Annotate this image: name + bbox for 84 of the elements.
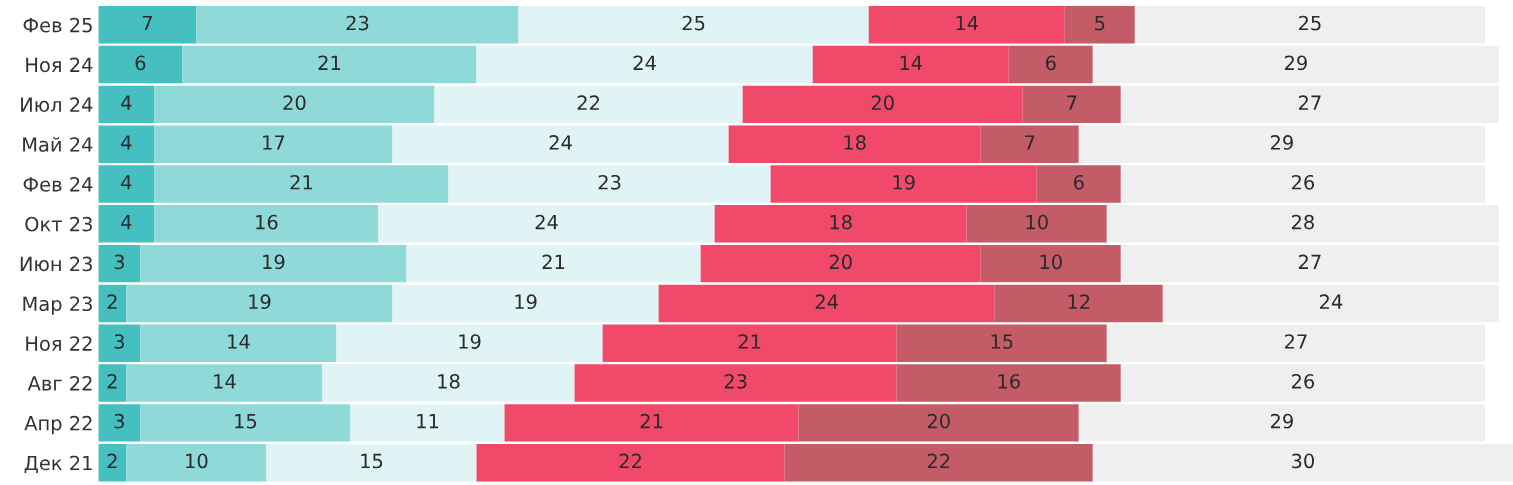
data-label: 23 — [598, 174, 621, 190]
data-label: 27 — [1298, 254, 1321, 269]
data-label: 23 — [346, 15, 369, 31]
y-tick-label: Июл 24 — [21, 97, 93, 113]
data-label: 14 — [214, 374, 236, 389]
data-label: 22 — [927, 453, 950, 469]
data-label: 16 — [998, 373, 1020, 389]
data-label: 21 — [290, 174, 313, 190]
data-label: 16 — [256, 214, 278, 230]
data-label: 27 — [1284, 334, 1307, 349]
y-tick-label: Мар 23 — [23, 296, 92, 315]
data-label: 24 — [815, 294, 838, 309]
y-tick-label: Фев 25 — [23, 17, 92, 33]
data-label: 24 — [535, 214, 558, 230]
data-label: 21 — [542, 254, 565, 269]
data-label: 7 — [1025, 135, 1035, 150]
y-tick-label: Авг 22 — [27, 376, 92, 391]
data-label: 6 — [1045, 55, 1056, 71]
data-label: 26 — [1291, 174, 1315, 190]
data-label: 25 — [682, 15, 705, 31]
data-label: 7 — [142, 15, 152, 31]
data-label: 24 — [633, 55, 656, 70]
data-label: 15 — [991, 334, 1013, 349]
y-tick-label: Окт 23 — [25, 216, 92, 232]
data-label: 14 — [900, 55, 922, 70]
data-label: 11 — [417, 414, 439, 429]
data-label: 26 — [1291, 373, 1315, 389]
data-label: 19 — [515, 294, 537, 310]
data-label: 30 — [1292, 453, 1314, 469]
y-tick-label: Фев 24 — [23, 176, 93, 192]
data-label: 23 — [724, 373, 747, 389]
data-label: 4 — [121, 215, 132, 230]
data-label: 24 — [1319, 294, 1343, 309]
data-label: 28 — [1291, 214, 1314, 230]
data-label: 29 — [1270, 413, 1293, 429]
data-label: 19 — [893, 174, 915, 190]
y-tick-label: Ноя 22 — [26, 336, 92, 351]
data-label: 29 — [1284, 55, 1307, 71]
data-label: 6 — [135, 55, 146, 71]
data-label: 15 — [235, 414, 257, 429]
data-label: 18 — [438, 373, 460, 389]
data-label: 25 — [1298, 15, 1321, 31]
data-label: 3 — [114, 334, 124, 349]
y-tick-label: Ноя 24 — [26, 57, 93, 73]
data-label: 19 — [249, 294, 271, 310]
data-label: 20 — [829, 254, 852, 270]
data-label: 29 — [1270, 135, 1293, 150]
data-label: 20 — [927, 413, 950, 429]
data-label: 12 — [1068, 294, 1090, 309]
data-label: 19 — [459, 334, 481, 349]
data-label: 21 — [738, 334, 761, 349]
data-label: 20 — [283, 95, 306, 111]
data-label: 21 — [318, 55, 341, 70]
data-label: 7 — [1067, 95, 1077, 110]
data-label: 2 — [107, 453, 117, 469]
y-tick-label: Июн 23 — [20, 256, 92, 272]
data-label: 10 — [186, 453, 208, 469]
data-label: 10 — [1040, 254, 1062, 270]
data-label: 18 — [830, 214, 852, 230]
data-label: 2 — [107, 294, 117, 309]
data-label: 18 — [844, 135, 866, 150]
data-label: 17 — [263, 135, 285, 150]
data-label: 27 — [1298, 95, 1321, 110]
data-label: 10 — [1026, 214, 1048, 230]
data-label: 20 — [871, 95, 894, 111]
y-tick-label: Апр 22 — [24, 415, 92, 435]
data-label: 24 — [549, 135, 572, 150]
data-label: 3 — [114, 254, 124, 270]
data-label: 5 — [1095, 15, 1105, 31]
data-label: 2 — [107, 373, 117, 389]
data-label: 22 — [619, 453, 642, 469]
data-label: 19 — [263, 254, 285, 270]
data-label: 6 — [1073, 174, 1084, 190]
data-label: 15 — [361, 453, 383, 469]
y-tick-label: Май 24 — [23, 136, 93, 152]
data-label: 21 — [640, 413, 663, 429]
data-label: 22 — [577, 95, 599, 110]
data-label: 14 — [956, 15, 979, 31]
y-tick-label: Дек 21 — [24, 455, 92, 474]
data-label: 4 — [121, 95, 132, 110]
data-label: 3 — [114, 413, 124, 429]
data-label: 14 — [228, 334, 250, 349]
data-label: 4 — [121, 175, 132, 190]
data-label: 4 — [121, 135, 132, 150]
